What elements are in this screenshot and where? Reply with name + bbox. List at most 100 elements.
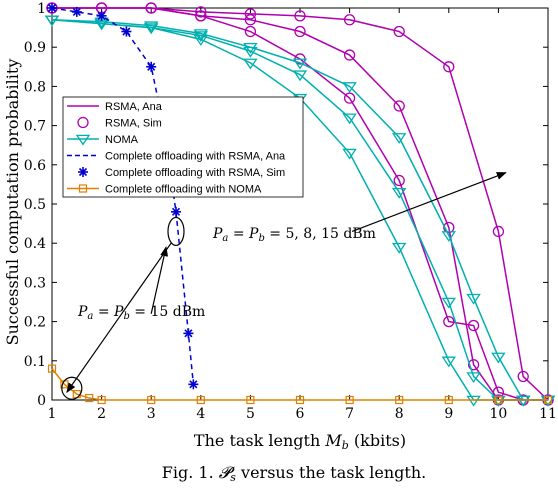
annotation-arrow: [351, 172, 507, 233]
data-point: [183, 328, 194, 339]
plot-area: [51, 7, 549, 401]
data-point: [515, 395, 531, 407]
data-point: [441, 297, 457, 309]
data-point: [195, 6, 207, 18]
data-point: [391, 133, 407, 144]
x-tick-label: 10: [489, 406, 507, 422]
data-point: [193, 35, 209, 46]
data-point: [243, 42, 258, 54]
data-point: [466, 372, 481, 384]
data-point: [343, 49, 356, 61]
data-point: [517, 370, 529, 383]
data-point: [292, 70, 308, 82]
data-point: [147, 395, 156, 405]
y-tick-label: 0.8: [24, 79, 46, 95]
series-line: [51, 19, 548, 401]
legend-swatch-marker: [75, 134, 91, 146]
y-axis-label: Successful computation probability: [3, 59, 22, 346]
figure-caption: Fig. 1. 𝓟s versus the task length.: [162, 463, 426, 484]
y-tick-label: 0.9: [24, 40, 46, 56]
x-tick-label: 4: [196, 406, 205, 422]
annotation-ellipse: [167, 216, 185, 247]
y-tick-label: 0.3: [24, 275, 46, 291]
data-point: [121, 26, 132, 37]
data-point: [85, 393, 94, 403]
data-point: [391, 187, 407, 199]
data-point: [492, 225, 505, 238]
legend-entry: Complete offloading with RSMA, Ana: [67, 151, 286, 163]
data-point: [143, 21, 159, 33]
y-tick-label: 0.1: [24, 354, 46, 370]
annotation-power-15: Pa = Pb = 15 dBm: [77, 304, 205, 322]
data-point: [395, 395, 404, 405]
data-point: [466, 293, 481, 305]
legend-label: Complete offloading with RSMA, Ana: [105, 151, 286, 163]
x-tick-label: 8: [395, 406, 404, 422]
legend-entry: Complete offloading with NOMA: [67, 184, 262, 196]
annotation-ellipse: [61, 376, 83, 400]
data-point: [96, 10, 107, 21]
legend-label: RSMA, Sim: [105, 118, 162, 130]
data-point: [444, 395, 453, 405]
data-point: [244, 8, 257, 20]
legend-swatch-marker: [78, 167, 88, 177]
data-point: [44, 15, 60, 27]
y-tick-label: 0: [37, 393, 46, 409]
series-noma-3: [44, 15, 556, 407]
legend-entry: Complete offloading with RSMA, Sim: [78, 167, 285, 179]
series-line: [51, 368, 548, 401]
data-point: [393, 174, 405, 187]
x-tick-label: 1: [48, 406, 57, 422]
data-point: [193, 29, 209, 41]
data-point: [443, 315, 455, 328]
legend-box: [62, 96, 304, 198]
series-line: [51, 19, 548, 401]
legend-entry: NOMA: [67, 134, 139, 146]
series-layer: [44, 2, 556, 407]
y-tick-label: 0.5: [24, 197, 46, 213]
series-line: [52, 7, 548, 401]
data-point: [196, 395, 205, 405]
legend-swatch-marker: [78, 184, 88, 193]
axis-ticks: 1 2 3 4 5 6 7 8 9 10 11 0 0.1 0.2 0.3 0.4 0.5 0.6 0.7 0.8 0.…: [24, 1, 557, 422]
data-point: [342, 113, 357, 125]
data-point: [543, 395, 553, 405]
series-line: [52, 7, 548, 401]
legend-label: Complete offloading with NOMA: [105, 184, 262, 196]
data-point: [294, 10, 306, 22]
annotation-arrow: [150, 246, 169, 314]
data-point: [491, 352, 506, 364]
plot-frame: [51, 7, 549, 401]
data-point: [441, 231, 457, 242]
data-point: [391, 242, 407, 254]
data-point: [244, 25, 257, 38]
x-tick-label: 7: [345, 406, 354, 422]
data-point: [345, 395, 354, 405]
series-line: [51, 19, 548, 401]
data-point: [294, 25, 306, 38]
annotation-arrow: [66, 242, 172, 393]
legend-label: Complete offloading with RSMA, Sim: [105, 167, 285, 179]
y-tick-label: 0.7: [24, 119, 46, 135]
data-point: [295, 395, 305, 405]
data-point: [393, 100, 405, 112]
data-point: [467, 359, 480, 371]
legend-entry: RSMA, Sim: [77, 116, 162, 130]
data-point: [145, 2, 157, 14]
data-point: [393, 25, 405, 38]
legend: RSMA, Ana RSMA, Sim NOMA Complete offloadin…: [62, 96, 304, 198]
data-point: [243, 58, 258, 70]
x-tick-label: 9: [444, 406, 453, 422]
data-point: [466, 395, 481, 407]
annotations: [61, 172, 507, 400]
y-tick-label: 1: [37, 1, 46, 17]
y-tick-label: 0.4: [24, 236, 46, 252]
data-point: [246, 395, 255, 405]
x-tick-label: 5: [246, 406, 255, 422]
legend-swatch-marker: [77, 116, 89, 129]
data-point: [443, 221, 455, 234]
data-point: [71, 6, 82, 17]
series-line: [51, 7, 195, 385]
data-point: [244, 14, 257, 26]
